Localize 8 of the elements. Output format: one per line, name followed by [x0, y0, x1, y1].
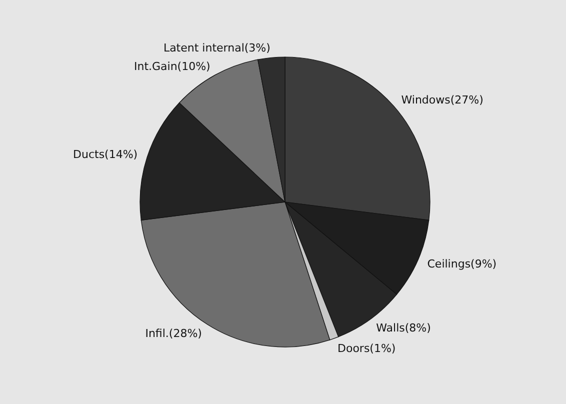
slice-label: Int.Gain(10%): [134, 60, 210, 74]
slice-label: Latent internal(3%): [163, 42, 270, 55]
slice-label: Ceilings(9%): [427, 258, 497, 271]
slice-label: Infil.(28%): [145, 326, 202, 340]
slice-label: Ducts(14%): [73, 148, 138, 162]
slice-label: Walls(8%): [376, 321, 431, 334]
slice-label: Windows(27%): [401, 93, 484, 106]
slice-label: Doors(1%): [338, 342, 396, 355]
